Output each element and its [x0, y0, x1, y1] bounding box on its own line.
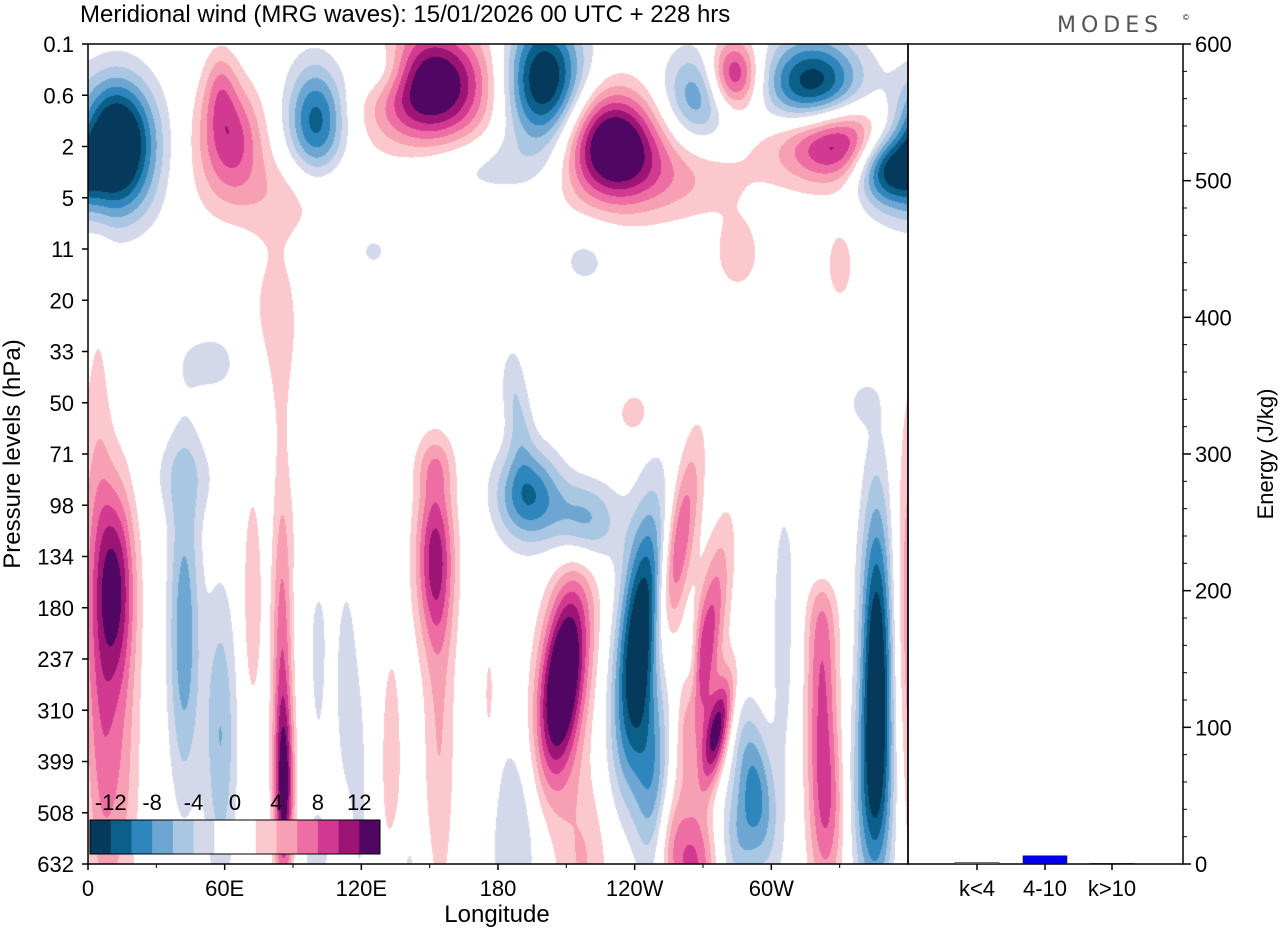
colorbar-swatch	[193, 820, 215, 854]
colorbar-swatch	[90, 820, 112, 854]
colorbar-tick-label: -8	[142, 790, 162, 815]
energy-axis-label: Energy (J/kg)	[1253, 389, 1278, 520]
colorbar-swatch	[131, 820, 153, 854]
colorbar-tick-label: 8	[312, 790, 324, 815]
y-tick-label: 632	[37, 852, 74, 877]
modes-logo: MODES	[1057, 13, 1163, 38]
energy-tick-label: 600	[1195, 32, 1232, 57]
colorbar: -12 -8 -4 0 4 8 12	[89, 790, 381, 855]
y-tick-label: 0.1	[43, 32, 74, 57]
y-tick-label: 33	[50, 340, 74, 365]
energy-bar	[1089, 863, 1135, 865]
energy-category-label: k<4	[959, 876, 995, 901]
energy-category-label: 4-10	[1023, 876, 1067, 901]
colorbar-swatch	[255, 820, 277, 854]
y-tick-label: 0.6	[43, 83, 74, 108]
energy-tick-label: 0	[1195, 852, 1207, 877]
energy-category-label: k>10	[1088, 876, 1136, 901]
colorbar-tick-label: 0	[229, 790, 241, 815]
energy-tick-label: 100	[1195, 715, 1232, 740]
heatmap-axes: 0.1 0.6 2 5 11 20 33 50 71 98 134 180 237 310 399 508 63…	[37, 32, 909, 901]
colorbar-frame	[89, 819, 381, 855]
energy-bar	[954, 862, 1000, 865]
y-tick-label: 50	[50, 391, 74, 416]
colorbar-tick-label: 4	[270, 790, 282, 815]
y-tick-label: 237	[37, 647, 74, 672]
y-tick-label: 508	[37, 801, 74, 826]
x-tick-label: 180	[480, 876, 517, 901]
colorbar-tick-label: 12	[347, 790, 371, 815]
energy-tick-label: 500	[1195, 169, 1232, 194]
colorbar-swatch	[110, 820, 132, 854]
energy-tick-label: 300	[1195, 442, 1232, 467]
y-tick-label: 2	[62, 135, 74, 160]
wind-field-image	[88, 44, 908, 864]
colorbar-swatch	[317, 820, 340, 854]
y-tick-label: 134	[37, 545, 74, 570]
chart-title: Meridional wind (MRG waves): 15/01/2026 …	[80, 1, 730, 28]
colorbar-swatch	[214, 820, 236, 854]
x-tick-label: 0	[82, 876, 94, 901]
colorbar-tick-label: -4	[184, 790, 204, 815]
energy-bar-panel: 0 100 200 300 400 500 600 k<4 4-10 k>10	[907, 32, 1232, 901]
energy-frame	[907, 43, 1184, 865]
colorbar-swatch	[338, 820, 360, 854]
energy-tick-label: 400	[1195, 305, 1232, 330]
y-tick-label: 20	[50, 288, 74, 313]
y-tick-label: 310	[37, 698, 74, 723]
y-tick-label: 180	[37, 596, 74, 621]
x-tick-label: 60W	[749, 876, 794, 901]
colorbar-swatch	[235, 820, 257, 854]
energy-bar	[1022, 855, 1068, 865]
energy-tick-label: 200	[1195, 579, 1232, 604]
x-axis-label: Longitude	[444, 901, 549, 928]
colorbar-swatch	[359, 820, 381, 854]
colorbar-swatch	[297, 820, 319, 854]
y-axis-label: Pressure levels (hPa)	[0, 339, 26, 568]
x-tick-label: 120W	[606, 876, 664, 901]
y-tick-label: 71	[50, 442, 74, 467]
y-tick-label: 5	[62, 186, 74, 211]
x-tick-label: 60E	[205, 876, 244, 901]
y-tick-label: 11	[51, 237, 74, 262]
y-tick-label: 98	[50, 493, 74, 518]
colorbar-swatch	[172, 820, 195, 854]
modes-logo-mark: ©	[1183, 13, 1189, 22]
colorbar-swatch	[152, 820, 174, 854]
colorbar-swatch	[276, 820, 298, 854]
heatmap-field	[88, 44, 908, 864]
colorbar-tick-label: -12	[95, 790, 127, 815]
y-tick-label: 399	[37, 750, 74, 775]
x-tick-label: 120E	[336, 876, 387, 901]
